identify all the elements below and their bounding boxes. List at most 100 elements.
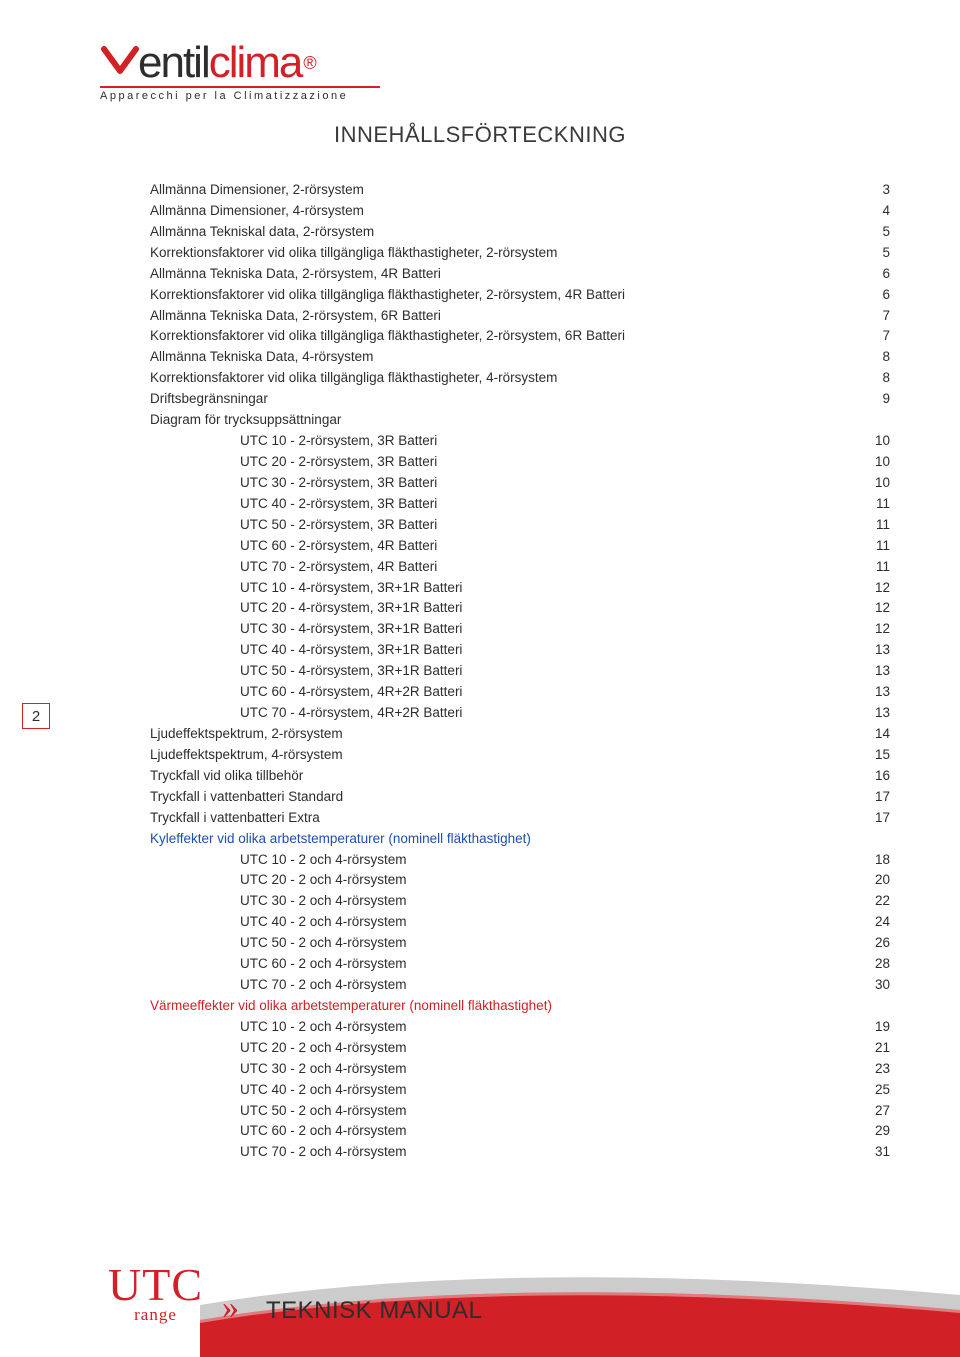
toc-label: Kyleffekter vid olika arbetstemperaturer…: [150, 829, 850, 850]
toc-row: UTC 30 - 4-rörsystem, 3R+1R Batteri12: [150, 619, 890, 640]
toc-label: Allmänna Tekniska Data, 2-rörsystem, 6R …: [150, 306, 850, 327]
toc-page: [850, 996, 890, 1017]
toc-label: Allmänna Tekniska Data, 4-rörsystem: [150, 347, 850, 368]
footer-manual-label: TEKNISK MANUAL: [266, 1297, 482, 1325]
toc-row: UTC 60 - 2-rörsystem, 4R Batteri11: [150, 536, 890, 557]
toc-label: UTC 20 - 2 och 4-rörsystem: [150, 870, 850, 891]
toc-page: 13: [850, 640, 890, 661]
toc-page: 8: [850, 368, 890, 389]
toc-page: 8: [850, 347, 890, 368]
toc-row: UTC 20 - 2 och 4-rörsystem20: [150, 870, 890, 891]
toc-row: UTC 10 - 4-rörsystem, 3R+1R Batteri12: [150, 578, 890, 599]
toc-page: 28: [850, 954, 890, 975]
toc-label: UTC 50 - 2 och 4-rörsystem: [150, 933, 850, 954]
toc-label: Korrektionsfaktorer vid olika tillgängli…: [150, 243, 850, 264]
toc-row: UTC 40 - 4-rörsystem, 3R+1R Batteri13: [150, 640, 890, 661]
toc-row: Allmänna Tekniskal data, 2-rörsystem5: [150, 222, 890, 243]
toc-page: 22: [850, 891, 890, 912]
toc-page: 9: [850, 389, 890, 410]
toc-label: UTC 20 - 4-rörsystem, 3R+1R Batteri: [150, 598, 850, 619]
toc-label: UTC 40 - 2-rörsystem, 3R Batteri: [150, 494, 850, 515]
toc-row: UTC 10 - 2-rörsystem, 3R Batteri10: [150, 431, 890, 452]
toc-row: Tryckfall i vattenbatteri Standard17: [150, 787, 890, 808]
toc-row: UTC 50 - 2 och 4-rörsystem27: [150, 1101, 890, 1122]
toc-row: UTC 70 - 4-rörsystem, 4R+2R Batteri13: [150, 703, 890, 724]
logo-word: entilclima®: [100, 38, 380, 88]
toc-row: Kyleffekter vid olika arbetstemperaturer…: [150, 829, 890, 850]
toc-page: 25: [850, 1080, 890, 1101]
toc-row: UTC 20 - 2 och 4-rörsystem21: [150, 1038, 890, 1059]
toc-page: 12: [850, 598, 890, 619]
toc-page: 23: [850, 1059, 890, 1080]
footer-utc: UTC: [108, 1258, 203, 1311]
page-number-badge: 2: [22, 703, 50, 729]
toc-page: 6: [850, 285, 890, 306]
toc-label: UTC 60 - 2 och 4-rörsystem: [150, 954, 850, 975]
logo-tagline: Apparecchi per la Climatizzazione: [100, 90, 380, 102]
toc-page: 12: [850, 578, 890, 599]
toc-row: Korrektionsfaktorer vid olika tillgängli…: [150, 285, 890, 306]
toc-label: UTC 30 - 4-rörsystem, 3R+1R Batteri: [150, 619, 850, 640]
footer-product-badge: UTC range: [108, 1258, 203, 1325]
toc-page: 21: [850, 1038, 890, 1059]
toc-row: UTC 20 - 4-rörsystem, 3R+1R Batteri12: [150, 598, 890, 619]
toc-label: UTC 50 - 2-rörsystem, 3R Batteri: [150, 515, 850, 536]
toc-page: 14: [850, 724, 890, 745]
toc-row: Allmänna Dimensioner, 2-rörsystem3: [150, 180, 890, 201]
toc-row: Tryckfall vid olika tillbehör16: [150, 766, 890, 787]
page-number: 2: [32, 708, 40, 725]
toc-label: Tryckfall i vattenbatteri Standard: [150, 787, 850, 808]
toc-label: Tryckfall vid olika tillbehör: [150, 766, 850, 787]
toc-page: 27: [850, 1101, 890, 1122]
toc-row: UTC 30 - 2-rörsystem, 3R Batteri10: [150, 473, 890, 494]
table-of-contents: Allmänna Dimensioner, 2-rörsystem3 Allmän…: [150, 180, 890, 1163]
toc-row: UTC 40 - 2-rörsystem, 3R Batteri11: [150, 494, 890, 515]
toc-label: UTC 40 - 2 och 4-rörsystem: [150, 912, 850, 933]
toc-row: UTC 40 - 2 och 4-rörsystem24: [150, 912, 890, 933]
toc-page: 17: [850, 808, 890, 829]
toc-row: UTC 10 - 2 och 4-rörsystem18: [150, 850, 890, 871]
toc-label: Ljudeffektspektrum, 4-rörsystem: [150, 745, 850, 766]
toc-page: 29: [850, 1121, 890, 1142]
toc-row: Ljudeffektspektrum, 2-rörsystem14: [150, 724, 890, 745]
toc-row: UTC 50 - 2 och 4-rörsystem26: [150, 933, 890, 954]
toc-row: UTC 60 - 2 och 4-rörsystem28: [150, 954, 890, 975]
toc-row: UTC 50 - 2-rörsystem, 3R Batteri11: [150, 515, 890, 536]
toc-label: UTC 10 - 2 och 4-rörsystem: [150, 850, 850, 871]
toc-label: UTC 30 - 2-rörsystem, 3R Batteri: [150, 473, 850, 494]
toc-page: 15: [850, 745, 890, 766]
toc-label: Diagram för trycksuppsättningar: [150, 410, 850, 431]
toc-label: UTC 30 - 2 och 4-rörsystem: [150, 1059, 850, 1080]
toc-page: 12: [850, 619, 890, 640]
toc-page: 7: [850, 326, 890, 347]
toc-page: 3: [850, 180, 890, 201]
toc-label: UTC 70 - 2 och 4-rörsystem: [150, 975, 850, 996]
toc-row: UTC 20 - 2-rörsystem, 3R Batteri10: [150, 452, 890, 473]
toc-row: Diagram för trycksuppsättningar: [150, 410, 890, 431]
toc-page: 11: [850, 494, 890, 515]
page-title: INNEHÅLLSFÖRTECKNING: [0, 122, 960, 148]
toc-label: UTC 30 - 2 och 4-rörsystem: [150, 891, 850, 912]
toc-row: UTC 40 - 2 och 4-rörsystem25: [150, 1080, 890, 1101]
toc-page: 19: [850, 1017, 890, 1038]
toc-page: 5: [850, 243, 890, 264]
toc-row: Allmänna Tekniska Data, 2-rörsystem, 4R …: [150, 264, 890, 285]
toc-page: 11: [850, 515, 890, 536]
logo-chevron-icon: [100, 45, 140, 81]
toc-label: UTC 20 - 2 och 4-rörsystem: [150, 1038, 850, 1059]
toc-row: Korrektionsfaktorer vid olika tillgängli…: [150, 326, 890, 347]
toc-label: Tryckfall i vattenbatteri Extra: [150, 808, 850, 829]
toc-label: UTC 10 - 4-rörsystem, 3R+1R Batteri: [150, 578, 850, 599]
toc-row: UTC 70 - 2 och 4-rörsystem30: [150, 975, 890, 996]
toc-row: UTC 60 - 2 och 4-rörsystem29: [150, 1121, 890, 1142]
toc-label: UTC 40 - 2 och 4-rörsystem: [150, 1080, 850, 1101]
logo-text-entil: entil: [138, 38, 209, 88]
toc-label: UTC 50 - 4-rörsystem, 3R+1R Batteri: [150, 661, 850, 682]
toc-row: UTC 60 - 4-rörsystem, 4R+2R Batteri13: [150, 682, 890, 703]
toc-label: UTC 10 - 2 och 4-rörsystem: [150, 1017, 850, 1038]
toc-page: 10: [850, 473, 890, 494]
toc-row: Tryckfall i vattenbatteri Extra17: [150, 808, 890, 829]
toc-label: UTC 40 - 4-rörsystem, 3R+1R Batteri: [150, 640, 850, 661]
toc-page: 20: [850, 870, 890, 891]
toc-page: 11: [850, 536, 890, 557]
